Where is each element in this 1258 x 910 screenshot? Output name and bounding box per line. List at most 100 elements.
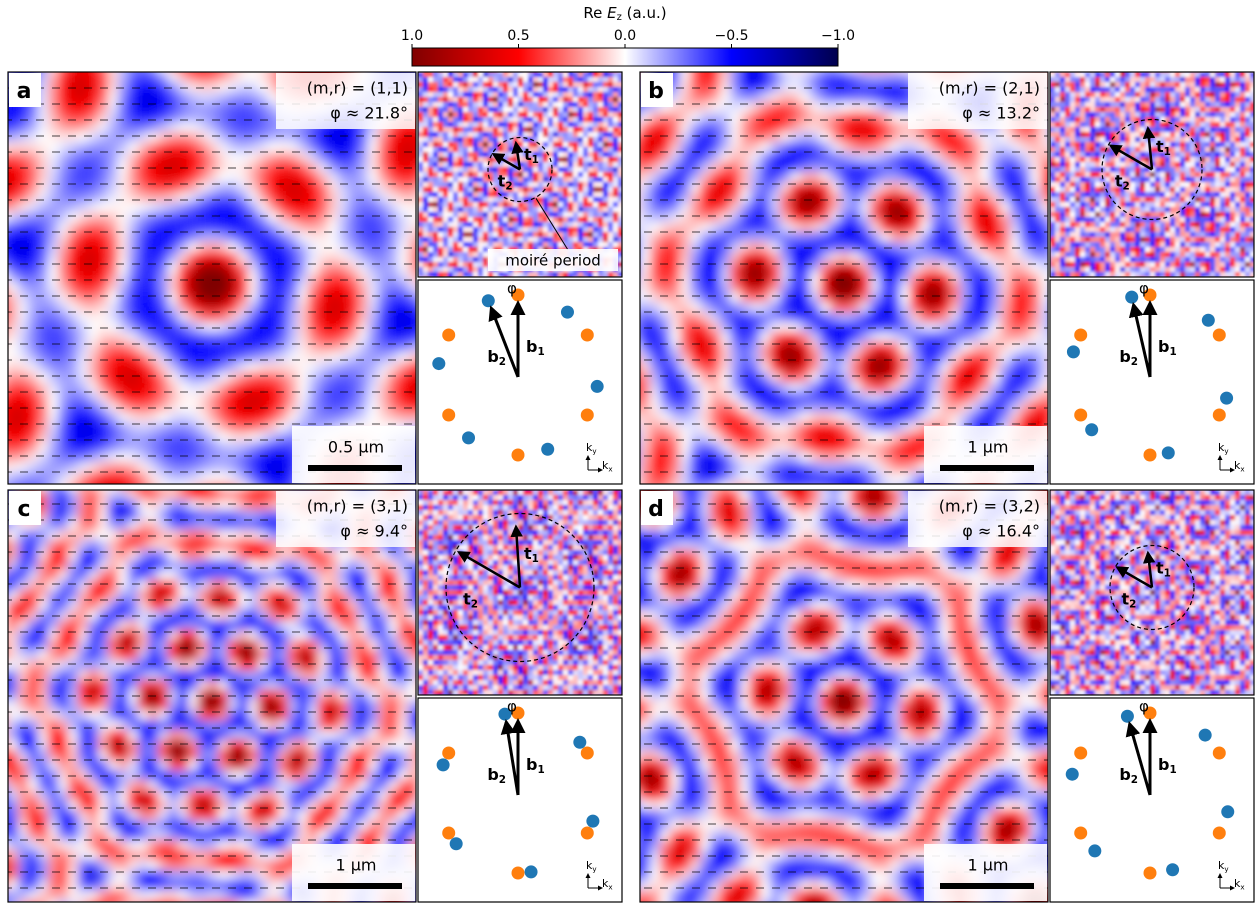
k-point (561, 306, 574, 319)
field-cell (453, 117, 459, 123)
field-cell (148, 62, 159, 73)
field-cell (603, 217, 609, 223)
field-cell (463, 132, 469, 138)
field-cell (613, 232, 619, 238)
field-cell (448, 262, 454, 268)
field-cell (443, 192, 449, 198)
field-cell (483, 222, 489, 228)
field-cell (418, 182, 424, 188)
field-cell (568, 92, 574, 98)
field-cell (588, 87, 594, 93)
field-cell (623, 92, 629, 98)
field-cell (458, 77, 464, 83)
field-cell (488, 132, 494, 138)
field-cell (518, 202, 524, 208)
field-cell (573, 227, 579, 233)
field-cell (423, 122, 429, 128)
field-cell (593, 92, 599, 98)
field-cell (623, 122, 629, 128)
field-cell (0, 482, 9, 493)
field-cell (473, 267, 479, 273)
field-cell (508, 242, 514, 248)
field-cell (568, 192, 574, 198)
field-cell (458, 232, 464, 238)
field-cell (603, 197, 609, 203)
field-cell (588, 107, 594, 113)
field-cell (588, 147, 594, 153)
panel: b(m,r) = (2,1)φ ≈ 13.2°1 μmt1t2φb1b2kxky (630, 62, 1258, 503)
field-cell (563, 72, 569, 78)
field-cell (593, 72, 599, 78)
field-cell (518, 217, 524, 223)
field-cell (593, 192, 599, 198)
field-cell (543, 107, 549, 113)
field-cell (623, 67, 629, 73)
field-cell (463, 252, 469, 258)
field-cell (418, 237, 424, 243)
field-cell (0, 232, 9, 243)
field-cell (418, 82, 424, 88)
field-cell (0, 242, 9, 253)
field-cell (508, 77, 514, 83)
field-cell (518, 107, 524, 113)
field-cell (528, 117, 534, 123)
field-cell (508, 192, 514, 198)
field-cell (423, 167, 429, 173)
field-cell (448, 147, 454, 153)
field-cell (493, 112, 499, 118)
field-cell (608, 182, 614, 188)
field-cell (433, 72, 439, 78)
field-cell (503, 82, 509, 88)
field-cell (603, 242, 609, 248)
field-cell (493, 232, 499, 238)
field-cell (68, 62, 79, 73)
field-cell (478, 82, 484, 88)
field-cell (448, 167, 454, 173)
field-cell (418, 92, 424, 98)
field-cell (533, 202, 539, 208)
field-cell (528, 202, 534, 208)
field-cell (428, 152, 434, 158)
field-cell (523, 107, 529, 113)
field-cell (573, 177, 579, 183)
field-cell (538, 222, 544, 228)
field-cell (583, 207, 589, 213)
field-cell (630, 102, 641, 113)
field-cell (503, 132, 509, 138)
field-cell (168, 62, 179, 73)
field-cell (433, 152, 439, 158)
field-cell (518, 147, 524, 153)
field-cell (623, 212, 629, 218)
field-cell (568, 127, 574, 133)
field-cell (563, 152, 569, 158)
panel-letter: a (17, 79, 32, 104)
field-cell (418, 242, 424, 248)
field-cell (573, 207, 579, 213)
field-cell (618, 107, 624, 113)
field-cell (463, 147, 469, 153)
field-cell (418, 207, 424, 213)
field-cell (573, 102, 579, 108)
field-cell (463, 202, 469, 208)
field-cell (598, 82, 604, 88)
field-cell (468, 112, 474, 118)
field-cell (558, 132, 564, 138)
field-cell (428, 207, 434, 213)
field-cell (458, 157, 464, 163)
field-cell (498, 72, 504, 78)
field-cell (463, 192, 469, 198)
field-cell (588, 92, 594, 98)
field-cell (568, 87, 574, 93)
field-cell (448, 217, 454, 223)
field-cell (438, 252, 444, 258)
field-cell (623, 97, 629, 103)
field-cell (473, 137, 479, 143)
field-cell (568, 207, 574, 213)
field-cell (523, 192, 529, 198)
field-cell (588, 167, 594, 173)
field-cell (498, 82, 504, 88)
field-cell (553, 212, 559, 218)
field-cell (458, 167, 464, 173)
field-cell (533, 217, 539, 223)
field-cell (418, 257, 424, 263)
